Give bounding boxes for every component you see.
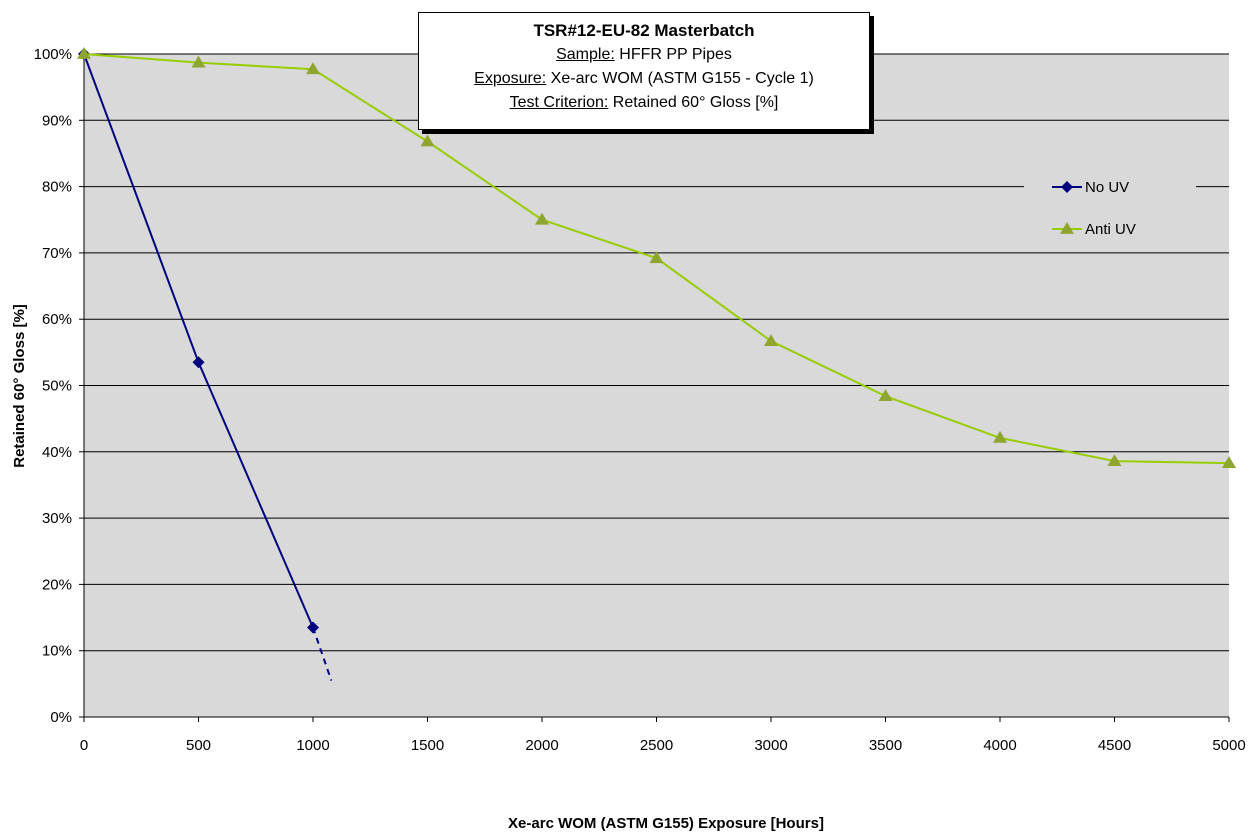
x-tick-label: 3000 [754, 737, 787, 754]
y-tick-label: 80% [42, 179, 72, 196]
data-point-anti-uv [191, 55, 206, 68]
data-point-anti-uv [993, 430, 1007, 443]
x-tick-labels: 0 500 1000 1500 2000 2500 3000 3500 4000 4500 5000 [80, 737, 1246, 754]
x-tick-label: 2500 [640, 737, 673, 754]
y-tick-label: 30% [42, 510, 72, 527]
data-point-anti-uv [420, 134, 435, 147]
subtitle-exposure: Exposure: Xe-arc WOM (ASTM G155 - Cycle … [419, 67, 869, 91]
y-tick-label: 20% [42, 576, 72, 593]
subtitle-sample-label: Sample: [556, 46, 615, 63]
x-tick-label: 1000 [296, 737, 329, 754]
x-tick-label: 4500 [1098, 737, 1131, 754]
x-tick-label: 2000 [525, 737, 558, 754]
x-tick-label: 0 [80, 737, 88, 754]
subtitle-criterion: Test Criterion: Retained 60° Gloss [%] [419, 91, 869, 115]
data-point-anti-uv [649, 251, 664, 264]
data-point-no-uv [307, 621, 319, 634]
y-tick-label: 10% [42, 643, 72, 660]
legend-box [1024, 170, 1196, 246]
data-point-anti-uv [1222, 456, 1236, 468]
x-tick-label: 4000 [983, 737, 1016, 754]
legend-label-no-uv: No UV [1085, 179, 1129, 196]
series-layer [77, 47, 1236, 681]
legend: No UV Anti UV [1024, 170, 1196, 246]
chart-title-box: TSR#12-EU-82 Masterbatch Sample: HFFR PP… [418, 12, 870, 130]
x-tick-label: 500 [186, 737, 211, 754]
y-tick-label: 0% [50, 709, 72, 726]
y-tick-labels: 0% 10% 20% 30% 40% 50% 60% 70% 80% 90% 100% [34, 46, 72, 726]
data-point-anti-uv [306, 62, 320, 75]
series-no-uv [78, 48, 333, 681]
y-tick-label: 100% [34, 46, 72, 63]
subtitle-criterion-value: Retained 60° Gloss [%] [612, 94, 779, 111]
x-tick-label: 1500 [411, 737, 444, 754]
x-tick-label: 5000 [1212, 737, 1245, 754]
y-axis-title: Retained 60° Gloss [%] [11, 304, 28, 468]
subtitle-criterion-label: Test Criterion: [509, 94, 609, 111]
y-tick-label: 50% [42, 378, 72, 395]
series-anti-uv [77, 47, 1236, 468]
legend-marker-no-uv [1061, 181, 1073, 193]
y-tick-label: 40% [42, 444, 72, 461]
data-point-anti-uv [878, 389, 893, 402]
legend-label-anti-uv: Anti UV [1085, 221, 1136, 238]
subtitle-exposure-value: Xe-arc WOM (ASTM G155 - Cycle 1) [550, 70, 814, 87]
axes [79, 53, 1230, 722]
subtitle-sample: Sample: HFFR PP Pipes [419, 43, 869, 67]
x-tick-label: 3500 [869, 737, 902, 754]
data-point-anti-uv [764, 334, 778, 346]
data-point-anti-uv [77, 47, 91, 59]
series-extrapolation-no-uv [312, 627, 333, 681]
subtitle-sample-value: HFFR PP Pipes [619, 46, 732, 63]
data-point-anti-uv [535, 212, 549, 225]
data-point-anti-uv [1107, 454, 1122, 466]
y-tick-label: 60% [42, 311, 72, 328]
x-axis-title: Xe-arc WOM (ASTM G155) Exposure [Hours] [508, 815, 824, 832]
legend-marker-shape-no-uv [1061, 181, 1073, 193]
data-point-no-uv [192, 356, 205, 369]
legend-marker-anti-uv [1060, 222, 1074, 234]
y-tick-label: 90% [42, 112, 72, 129]
chart-title: TSR#12-EU-82 Masterbatch [533, 21, 755, 40]
y-tick-label: 70% [42, 245, 72, 262]
legend-marker-shape-anti-uv [1060, 222, 1074, 234]
subtitle-exposure-label: Exposure: [474, 70, 547, 87]
